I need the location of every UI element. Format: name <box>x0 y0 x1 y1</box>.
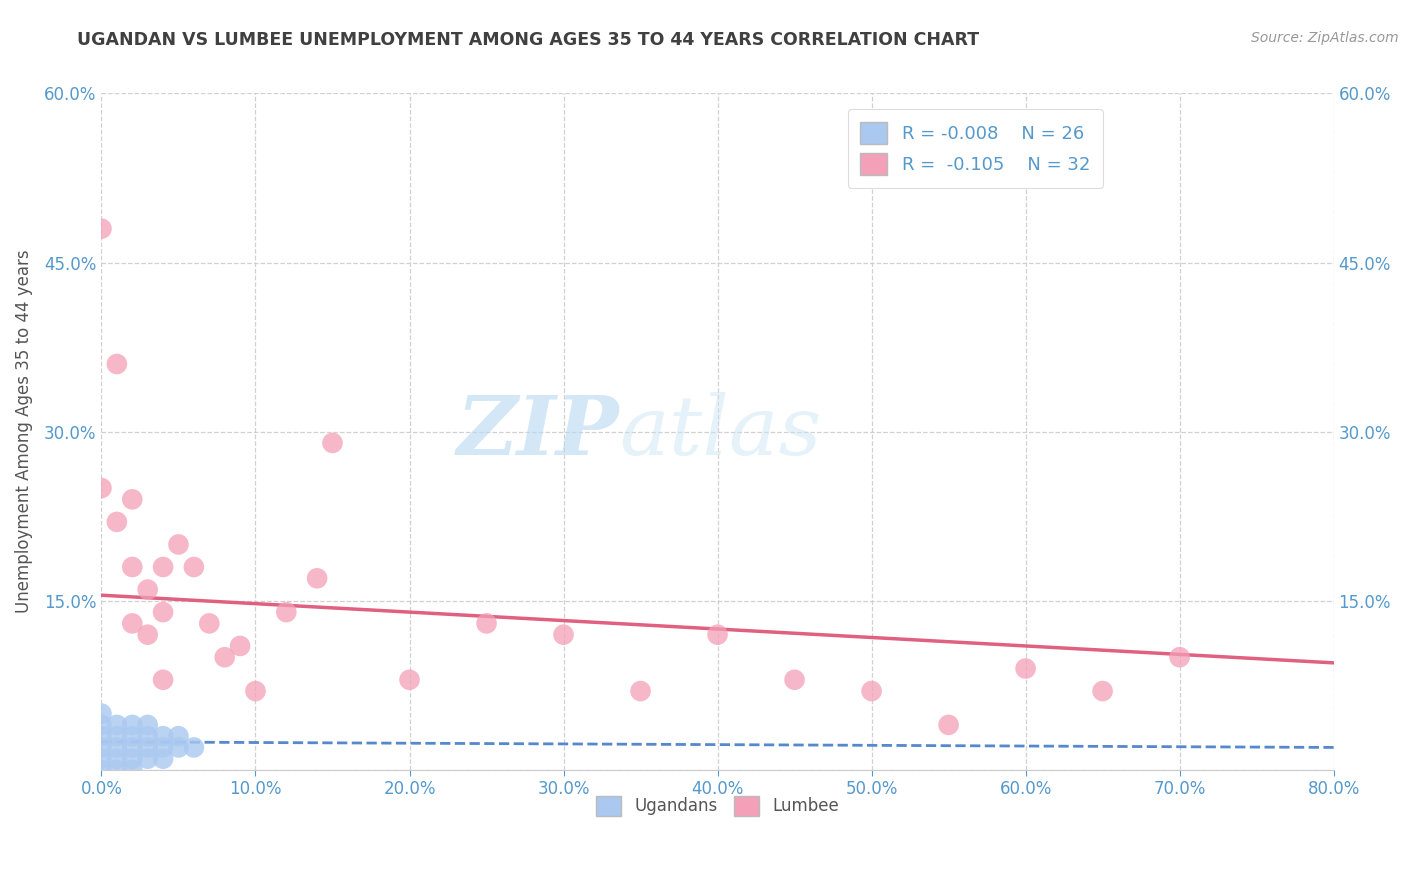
Point <box>136 718 159 732</box>
Point <box>152 673 174 687</box>
Point <box>307 571 329 585</box>
Point <box>167 740 190 755</box>
Point <box>245 684 267 698</box>
Point <box>90 729 112 743</box>
Point <box>553 628 575 642</box>
Y-axis label: Unemployment Among Ages 35 to 44 years: Unemployment Among Ages 35 to 44 years <box>15 250 32 614</box>
Point <box>136 582 159 597</box>
Point <box>90 752 112 766</box>
Point <box>105 740 128 755</box>
Point <box>214 650 236 665</box>
Point <box>475 616 498 631</box>
Text: atlas: atlas <box>619 392 821 472</box>
Point <box>167 729 190 743</box>
Point <box>706 628 728 642</box>
Point <box>90 221 112 235</box>
Point <box>938 718 960 732</box>
Point <box>136 729 159 743</box>
Point <box>90 718 112 732</box>
Point <box>1168 650 1191 665</box>
Point <box>1014 661 1036 675</box>
Point <box>860 684 883 698</box>
Text: ZIP: ZIP <box>457 392 619 472</box>
Point <box>152 560 174 574</box>
Point <box>121 560 143 574</box>
Point <box>136 740 159 755</box>
Point <box>183 560 205 574</box>
Point <box>105 752 128 766</box>
Text: UGANDAN VS LUMBEE UNEMPLOYMENT AMONG AGES 35 TO 44 YEARS CORRELATION CHART: UGANDAN VS LUMBEE UNEMPLOYMENT AMONG AGE… <box>77 31 980 49</box>
Point <box>105 763 128 777</box>
Point <box>121 740 143 755</box>
Point <box>321 436 343 450</box>
Point <box>136 628 159 642</box>
Point <box>398 673 420 687</box>
Point <box>229 639 252 653</box>
Text: Source: ZipAtlas.com: Source: ZipAtlas.com <box>1251 31 1399 45</box>
Point <box>90 706 112 721</box>
Point <box>105 718 128 732</box>
Point <box>105 515 128 529</box>
Point <box>152 752 174 766</box>
Point <box>105 729 128 743</box>
Point <box>167 537 190 551</box>
Point <box>152 729 174 743</box>
Point <box>121 752 143 766</box>
Point <box>276 605 298 619</box>
Point <box>121 729 143 743</box>
Legend: Ugandans, Lumbee: Ugandans, Lumbee <box>589 789 846 822</box>
Point <box>121 763 143 777</box>
Point <box>90 740 112 755</box>
Point <box>198 616 221 631</box>
Point <box>121 718 143 732</box>
Point <box>152 740 174 755</box>
Point <box>783 673 806 687</box>
Point <box>1091 684 1114 698</box>
Point <box>121 616 143 631</box>
Point <box>152 605 174 619</box>
Point <box>121 492 143 507</box>
Point <box>136 752 159 766</box>
Point <box>90 481 112 495</box>
Point <box>183 740 205 755</box>
Point <box>630 684 652 698</box>
Point <box>90 763 112 777</box>
Point <box>105 357 128 371</box>
